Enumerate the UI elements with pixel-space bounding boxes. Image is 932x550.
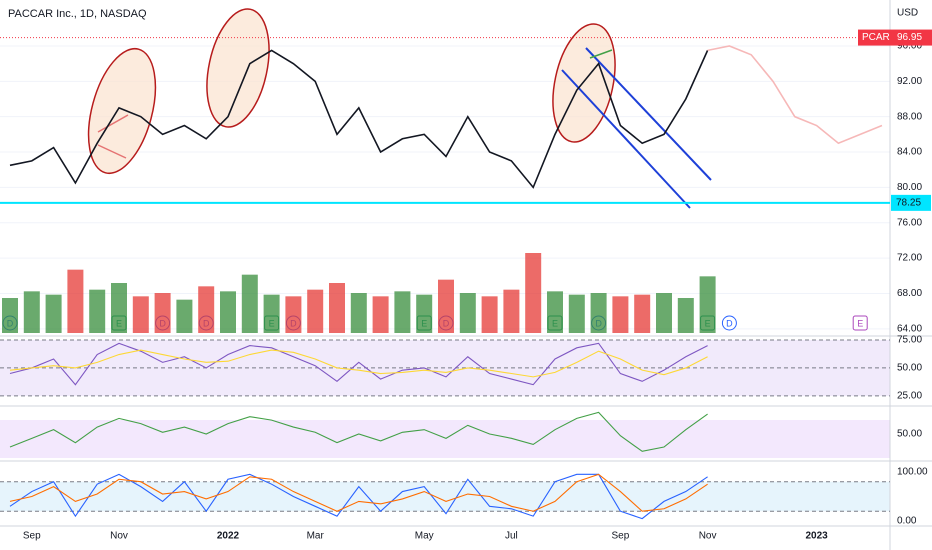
line-series [9,411,708,452]
x-tick-label: Sep [612,531,630,542]
volume-bar [590,293,607,333]
y-tick-label: 92.00 [897,76,922,87]
volume-bar [111,283,127,333]
volume-bar [525,253,542,333]
y-tick-label: 88.00 [897,111,922,122]
volume-bar [568,294,585,333]
y-tick-label: 96.00 [897,41,922,52]
volume-bar [656,293,672,333]
trendline [561,69,691,209]
volume-bar [154,293,171,333]
event-badge [721,315,737,331]
price-badge [858,29,932,46]
volume-bar [329,283,345,333]
volume-bar [481,296,498,333]
volume-bar [2,298,18,333]
volume-bar [459,293,476,333]
x-tick-label: Mar [307,531,325,542]
band [0,420,890,458]
event-label: D [726,318,733,328]
drawings [87,8,712,209]
line-series [9,473,708,512]
y-tick-label: 76.00 [897,217,922,228]
series-name: PCAR [862,32,890,43]
volume-bar [23,291,40,333]
volume-bar [372,296,389,333]
volume-bar [547,291,563,333]
event-badge [852,315,868,331]
y-tick-label: 100.00 [897,467,928,478]
volume-bar [503,289,520,333]
band [0,481,890,512]
volume-bar [612,296,629,333]
ellipse [206,8,270,128]
trendline [97,114,129,133]
volume-bar [198,286,215,333]
y-tick-label: 80.00 [897,182,922,193]
y-tick-label: 84.00 [897,147,922,158]
line-series [707,45,883,145]
chart-title: PACCAR Inc., 1D, NASDAQ [8,8,147,20]
price-badge-label: 78.25 [896,197,921,208]
line-series [9,473,708,520]
volume-bar [285,296,302,333]
ellipse [552,23,616,143]
line-series [9,49,709,189]
volume-bar [677,298,694,333]
price-badge-label: 96.95 [897,32,922,43]
trendline [585,47,712,181]
line-series [9,349,708,378]
volume-bar [263,294,280,333]
y-tick-label: 50.00 [897,429,922,440]
volume-bar [67,269,84,333]
x-tick-label: Sep [23,531,41,542]
volume-bar [350,293,367,333]
x-tick-label: 2023 [805,531,828,542]
y-tick-label: 68.00 [897,288,922,299]
volume-bar [699,276,716,333]
y-tick-label: 50.00 [897,363,922,374]
volume-bar [416,294,433,333]
x-tick-label: May [415,531,434,542]
volume-bar [89,289,106,333]
volume-bar [394,291,411,333]
volume-bar [220,291,236,333]
trendline [589,49,613,59]
x-tick-label: Nov [110,531,128,542]
line-series [9,342,708,386]
y-tick-label: 25.00 [897,390,922,401]
y-tick-label: 75.00 [897,335,922,346]
trendline [97,144,127,159]
y-tick-label: 64.00 [897,323,922,334]
y-tick-label: 72.00 [897,253,922,264]
volume-bar [241,274,258,333]
volume-bar [438,279,454,333]
volume-bar [634,294,651,333]
event-label: E [857,318,863,328]
price-badge [891,194,931,211]
ellipse [87,47,157,175]
volume-bar [176,299,193,333]
volume-bar [45,294,62,333]
volume-bar [307,289,324,333]
x-tick-label: 2022 [217,531,240,542]
x-tick-label: Jul [505,531,518,542]
y-tick-label: 0.00 [897,516,917,527]
x-tick-label: Nov [699,531,717,542]
currency: USD [897,8,918,19]
volume-bar [132,296,149,333]
